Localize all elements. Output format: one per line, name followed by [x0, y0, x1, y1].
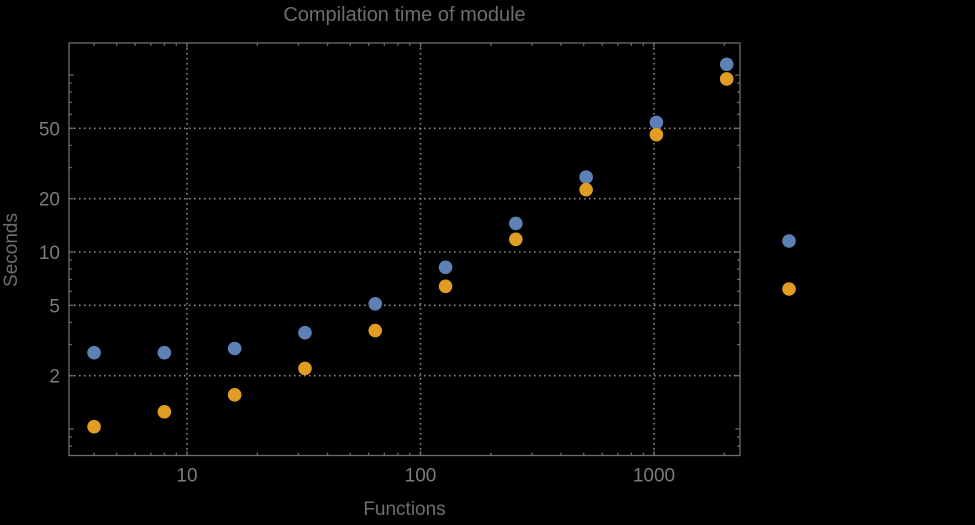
- y-tick-label: 10: [39, 243, 60, 264]
- data-point-orange: [438, 279, 453, 294]
- data-point-orange: [157, 405, 172, 419]
- data-point-blue: [157, 345, 172, 360]
- x-tick-label: 10: [176, 466, 197, 487]
- x-tick-label: 1000: [633, 466, 675, 487]
- y-tick-label: 5: [49, 296, 60, 317]
- data-point-blue: [227, 341, 242, 356]
- data-point-orange: [509, 232, 523, 247]
- y-tick-label: 50: [39, 119, 60, 140]
- legend-marker-blue-icon: [782, 234, 796, 248]
- data-point-blue: [649, 115, 664, 130]
- data-point-orange: [227, 388, 242, 402]
- data-point-blue: [719, 57, 734, 72]
- data-point-orange: [719, 72, 734, 86]
- data-point-blue: [509, 216, 523, 231]
- y-tick-label: 2: [49, 367, 60, 388]
- data-point-orange: [579, 182, 593, 197]
- data-point-orange: [649, 127, 664, 142]
- x-tick-label: 100: [405, 466, 437, 487]
- data-point-blue: [368, 296, 383, 311]
- data-point-orange: [368, 323, 383, 338]
- legend-marker-orange-icon: [782, 282, 796, 296]
- data-point-blue: [579, 170, 593, 184]
- data-point-blue: [298, 325, 312, 340]
- data-point-orange: [298, 361, 312, 376]
- data-point-blue: [87, 345, 101, 360]
- y-tick-label: 20: [39, 190, 60, 211]
- data-point-blue: [438, 260, 453, 275]
- x-axis-label: Functions: [363, 499, 446, 520]
- data-point-orange: [87, 419, 101, 434]
- chart-title: Compilation time of module: [283, 4, 526, 26]
- plot-frame: [68, 42, 741, 457]
